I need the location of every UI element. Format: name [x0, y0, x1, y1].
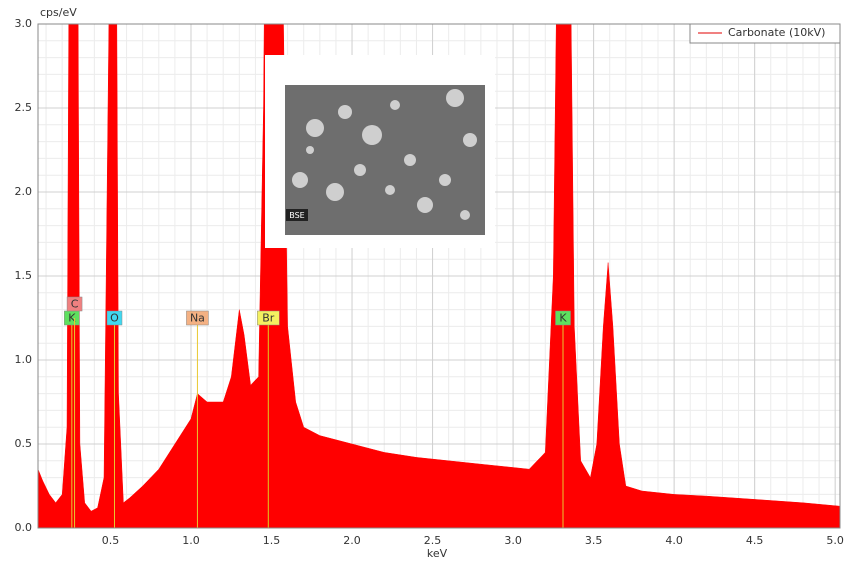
x-tick-label: 2.5 [424, 534, 442, 547]
x-tick-label: 4.0 [665, 534, 683, 547]
legend: Carbonate (10kV) [690, 24, 840, 43]
x-tick-label: 2.0 [343, 534, 361, 547]
x-tick-label: 5.0 [826, 534, 844, 547]
x-tick-label: 1.0 [182, 534, 200, 547]
legend-label: Carbonate (10kV) [728, 26, 825, 39]
inset-label: BSE [289, 211, 304, 220]
marker-label: K [559, 312, 567, 325]
marker-label: Br [262, 312, 275, 325]
chart: KCONaBrK BSE Carbonate (10kV) cps/eV keV… [0, 0, 850, 562]
y-tick-label: 0.0 [15, 521, 33, 534]
x-tick-label: 0.5 [102, 534, 120, 547]
y-tick-label: 1.5 [15, 269, 33, 282]
x-tick-label: 3.0 [504, 534, 522, 547]
y-tick-label: 2.5 [15, 101, 33, 114]
x-tick-label: 3.5 [585, 534, 603, 547]
inset: BSE [265, 55, 495, 248]
y-tick-label: 2.0 [15, 185, 33, 198]
y-axis-label: cps/eV [40, 6, 77, 19]
y-tick-label: 1.0 [15, 353, 33, 366]
x-tick-label: 1.5 [263, 534, 281, 547]
y-tick-label: 0.5 [15, 437, 33, 450]
y-tick-label: 3.0 [15, 17, 33, 30]
marker-label: O [110, 312, 119, 325]
x-axis-label: keV [427, 547, 448, 560]
x-tick-label: 4.5 [746, 534, 764, 547]
inset-image [285, 85, 485, 235]
marker-label: Na [190, 312, 205, 325]
marker-label: C [71, 298, 79, 311]
